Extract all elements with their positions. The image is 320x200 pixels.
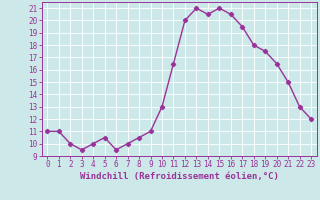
X-axis label: Windchill (Refroidissement éolien,°C): Windchill (Refroidissement éolien,°C)	[80, 172, 279, 181]
